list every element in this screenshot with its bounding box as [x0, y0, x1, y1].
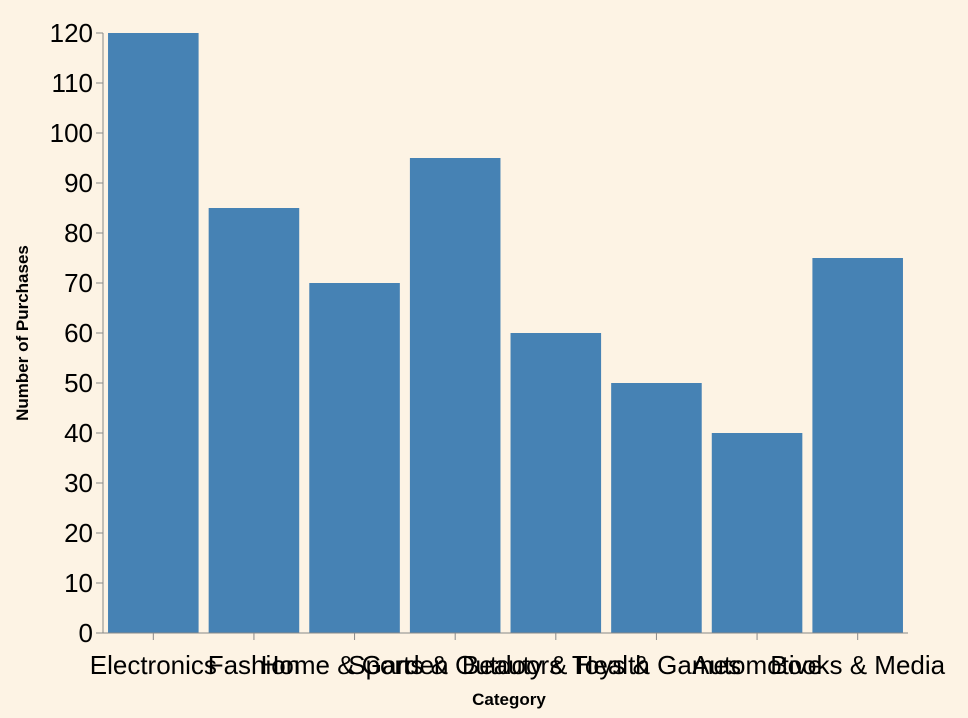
- y-tick-label: 80: [64, 218, 93, 248]
- y-tick-label: 20: [64, 518, 93, 548]
- x-tick-label: Fashion: [208, 650, 301, 680]
- bar-toys-games: [611, 383, 702, 633]
- bar-home-garden: [309, 283, 400, 633]
- y-tick-label: 90: [64, 168, 93, 198]
- x-tick-label: Home & Garden: [261, 650, 449, 680]
- bar-beauty-health: [510, 333, 602, 633]
- y-axis: 0 10 20 30 40 50 60 70 80 90 100 110 120: [50, 18, 104, 648]
- y-tick-label: 70: [64, 268, 93, 298]
- y-tick-label: 110: [52, 68, 93, 98]
- y-tick-label: 100: [50, 118, 93, 148]
- y-tick-label: 40: [64, 418, 93, 448]
- bars-layer: [108, 33, 903, 633]
- y-tick-label: 50: [64, 368, 93, 398]
- x-tick-label: Books & Media: [770, 650, 945, 680]
- x-tick-label: Toys & Games: [572, 650, 741, 680]
- y-axis-title: Number of Purchases: [13, 245, 32, 421]
- bar-electronics: [108, 33, 199, 633]
- x-tick-label: Electronics: [90, 650, 217, 680]
- y-tick-label: 0: [79, 618, 93, 648]
- x-tick-label: Sports & Outdoors: [348, 650, 562, 680]
- y-tick-label: 10: [64, 568, 93, 598]
- x-tick-label: Automotive: [692, 650, 822, 680]
- bar-sports-outdoors: [409, 158, 501, 633]
- x-tick-label: Beauty & Health: [462, 650, 650, 680]
- bar-fashion: [208, 208, 300, 633]
- y-tick-label: 30: [64, 468, 93, 498]
- bar-automotive: [711, 433, 803, 633]
- bar-books-media: [812, 258, 903, 633]
- x-axis-title: Category: [472, 690, 546, 709]
- y-tick-label: 60: [64, 318, 93, 348]
- y-tick-label: 120: [50, 18, 93, 48]
